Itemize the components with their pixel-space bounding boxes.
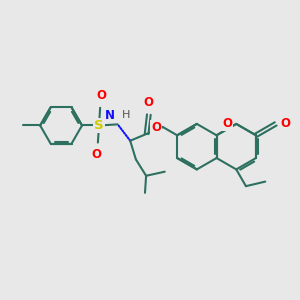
Text: O: O (281, 117, 291, 130)
Text: N: N (105, 109, 115, 122)
Text: H: H (122, 110, 130, 120)
Text: O: O (151, 121, 161, 134)
Text: O: O (97, 89, 107, 102)
Text: O: O (222, 117, 232, 130)
Text: S: S (94, 119, 104, 132)
Text: O: O (144, 96, 154, 109)
Text: O: O (91, 148, 101, 160)
